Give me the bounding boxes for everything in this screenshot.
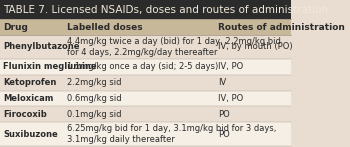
Text: 2.2mg/kg sid: 2.2mg/kg sid xyxy=(67,78,121,87)
Text: IV: IV xyxy=(218,78,226,87)
Text: Meloxicam: Meloxicam xyxy=(3,94,53,103)
Text: TABLE 7. Licensed NSAIDs, doses and routes of administration: TABLE 7. Licensed NSAIDs, doses and rout… xyxy=(4,5,329,15)
Text: Flunixin meglumine: Flunixin meglumine xyxy=(3,62,97,71)
Text: IV, PO: IV, PO xyxy=(218,62,244,71)
Text: PO: PO xyxy=(218,110,230,119)
Text: Firocoxib: Firocoxib xyxy=(3,110,47,119)
FancyBboxPatch shape xyxy=(0,75,291,91)
Text: Drug: Drug xyxy=(3,22,28,32)
FancyBboxPatch shape xyxy=(0,106,291,122)
Text: Labelled doses: Labelled doses xyxy=(67,22,142,32)
FancyBboxPatch shape xyxy=(0,59,291,75)
FancyBboxPatch shape xyxy=(0,91,291,106)
Text: 0.1mg/kg sid: 0.1mg/kg sid xyxy=(67,110,121,119)
Text: 4.4mg/kg twice a day (bid) for 1 day, 2.2mg/kg bid
for 4 days, 2.2mg/kg/day ther: 4.4mg/kg twice a day (bid) for 1 day, 2.… xyxy=(67,37,281,57)
Text: Suxibuzone: Suxibuzone xyxy=(3,130,58,139)
FancyBboxPatch shape xyxy=(0,122,291,146)
Text: IV, by mouth (PO): IV, by mouth (PO) xyxy=(218,42,293,51)
Text: IV, PO: IV, PO xyxy=(218,94,244,103)
Text: PO: PO xyxy=(218,130,230,139)
Text: Phenylbutazone: Phenylbutazone xyxy=(3,42,79,51)
Text: 6.25mg/kg bid for 1 day, 3.1mg/kg bid for 3 days,
3.1mg/kg daily thereafter: 6.25mg/kg bid for 1 day, 3.1mg/kg bid fo… xyxy=(67,124,276,144)
Text: Routes of administration: Routes of administration xyxy=(218,22,345,32)
Text: Ketoprofen: Ketoprofen xyxy=(3,78,56,87)
FancyBboxPatch shape xyxy=(0,35,291,59)
Text: 0.6mg/kg sid: 0.6mg/kg sid xyxy=(67,94,121,103)
FancyBboxPatch shape xyxy=(0,0,291,19)
Text: 1.1mg/kg once a day (sid; 2-5 days): 1.1mg/kg once a day (sid; 2-5 days) xyxy=(67,62,218,71)
FancyBboxPatch shape xyxy=(0,19,291,35)
